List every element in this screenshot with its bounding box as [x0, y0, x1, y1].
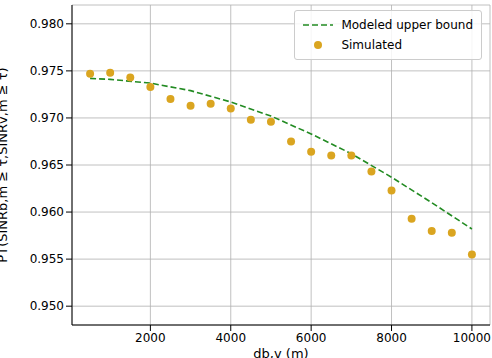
svg-text:2000: 2000: [135, 331, 166, 345]
svg-text:0.975: 0.975: [30, 64, 64, 78]
svg-text:4000: 4000: [215, 331, 246, 345]
svg-text:0.970: 0.970: [30, 111, 64, 125]
svg-text:8000: 8000: [376, 331, 407, 345]
svg-text:PT(SINRb,m ≥ τ,SINRv,m ≥ τ): PT(SINRb,m ≥ τ,SINRv,m ≥ τ): [8, 67, 10, 262]
svg-text:10000: 10000: [453, 331, 484, 345]
svg-text:db,v (m): db,v (m): [253, 346, 308, 358]
svg-text:0.965: 0.965: [30, 158, 64, 172]
svg-text:0.980: 0.980: [30, 17, 64, 31]
svg-text:0.955: 0.955: [30, 252, 64, 266]
svg-text:0.960: 0.960: [30, 205, 64, 219]
html-text:Simulated: Simulated: [341, 38, 402, 52]
svg-text:0.950: 0.950: [30, 299, 64, 313]
svg-text:6000: 6000: [296, 331, 327, 345]
html-text:Modeled upper bound: Modeled upper bound: [341, 18, 473, 32]
